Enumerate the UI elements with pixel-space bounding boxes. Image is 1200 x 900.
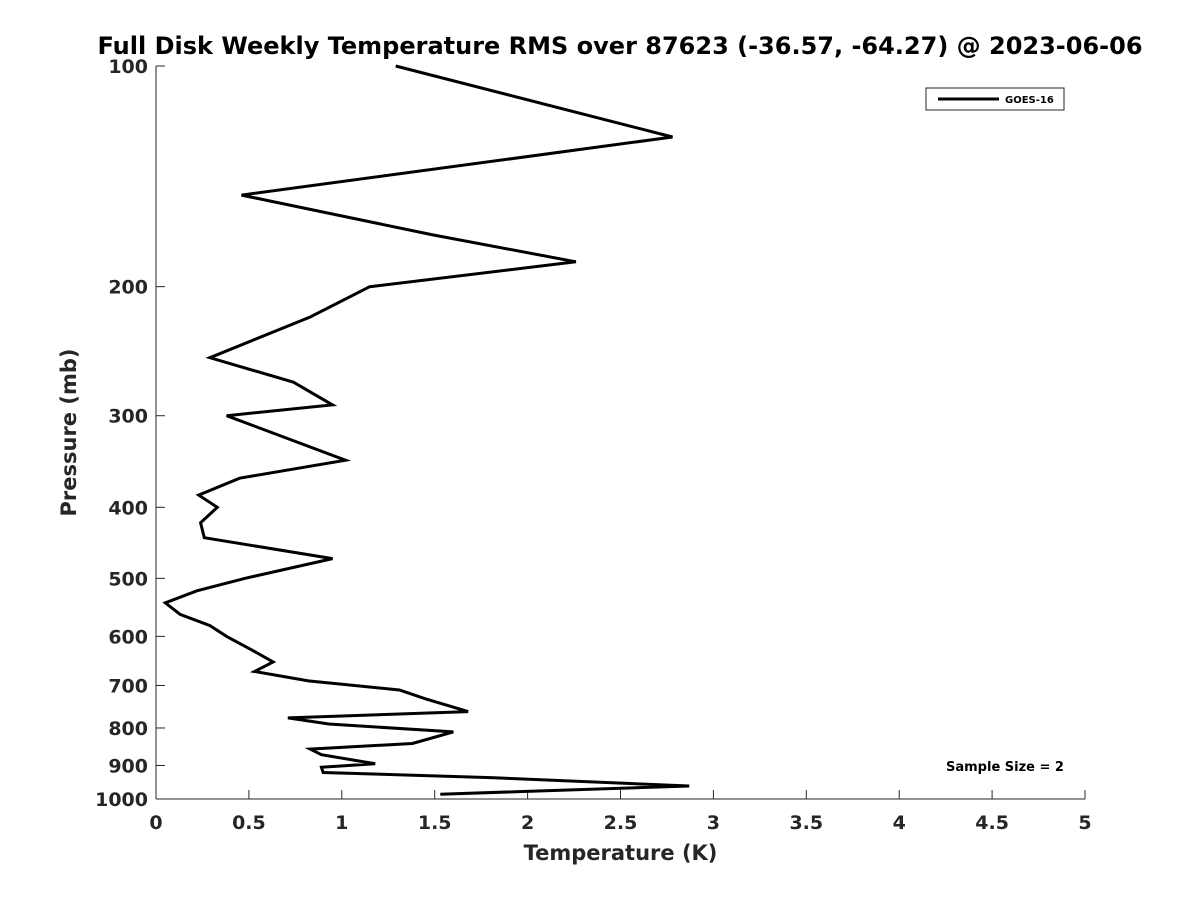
- x-tick-label: 0: [149, 812, 162, 834]
- y-tick-label: 100: [108, 56, 148, 78]
- y-tick-label: 500: [108, 568, 148, 590]
- x-tick-label: 1: [335, 812, 348, 834]
- x-tick-label: 3: [707, 812, 720, 834]
- plot-area: [156, 66, 1085, 799]
- x-tick-label: 2: [521, 812, 534, 834]
- y-tick-label: 300: [108, 406, 148, 428]
- y-tick-label: 800: [108, 718, 148, 740]
- x-tick-label: 1.5: [418, 812, 452, 834]
- x-tick-label: 2.5: [604, 812, 638, 834]
- x-tick-label: 4.5: [975, 812, 1009, 834]
- legend: GOES-16: [925, 87, 1065, 111]
- legend-label: GOES-16: [1005, 95, 1054, 106]
- chart-title: Full Disk Weekly Temperature RMS over 87…: [97, 32, 1142, 60]
- y-axis-label: Pressure (mb): [57, 349, 81, 517]
- y-ticks: 100 200 300 400 500 600 700 800 900 1000: [95, 56, 165, 811]
- x-tick-label: 3.5: [789, 812, 823, 834]
- y-tick-label: 400: [108, 497, 148, 519]
- y-tick-label: 700: [108, 675, 148, 697]
- y-tick-label: 1000: [95, 789, 148, 811]
- sample-size-annotation: Sample Size = 2: [946, 760, 1064, 775]
- y-axis: 100 200 300 400 500 600 700 800 900 1000 Pressure…: [57, 56, 165, 811]
- y-tick-label: 900: [108, 755, 148, 777]
- series-line-goes-16: [162, 64, 690, 796]
- x-ticks: 0 0.5 1 1.5 2 2.5 3 3.5 4 4.5 5: [149, 790, 1092, 834]
- y-tick-label: 200: [108, 277, 148, 299]
- y-tick-label: 600: [108, 626, 148, 648]
- x-axis-label: Temperature (K): [524, 841, 718, 865]
- x-tick-label: 4: [893, 812, 906, 834]
- x-axis: 0 0.5 1 1.5 2 2.5 3 3.5 4 4.5 5 Temperature (K): [149, 790, 1092, 865]
- x-tick-label: 5: [1078, 812, 1091, 834]
- x-tick-label: 0.5: [232, 812, 266, 834]
